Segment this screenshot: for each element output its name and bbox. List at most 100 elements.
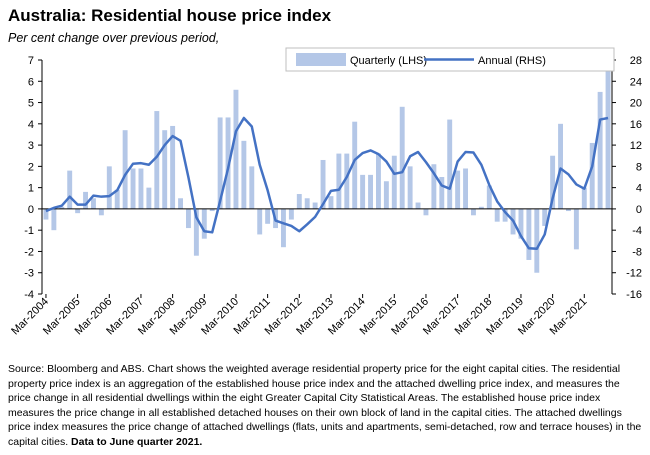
quarterly-bar — [75, 208, 81, 214]
left-tick-label: -4 — [24, 289, 34, 301]
quarterly-bar — [336, 153, 342, 209]
quarterly-bar — [566, 208, 571, 212]
quarterly-bar — [193, 208, 199, 256]
quarterly-bar — [233, 89, 239, 209]
legend-swatch-quarterly — [296, 53, 346, 66]
annual-line — [45, 116, 609, 251]
quarterly-bar — [83, 191, 88, 209]
left-tick-label: 6 — [28, 76, 34, 88]
quarterly-bar — [114, 189, 120, 209]
quarterly-bar — [98, 208, 104, 216]
right-tick-label: -16 — [626, 289, 642, 301]
quarterly-bar — [288, 208, 294, 220]
right-tick-label: 12 — [630, 140, 642, 152]
quarterly-bar — [106, 166, 112, 209]
data-note: Data to June quarter 2021. — [71, 435, 203, 448]
quarterly-bar — [201, 208, 207, 239]
quarterly-bar — [573, 208, 579, 250]
quarterly-bar — [423, 208, 429, 216]
quarterly-bar — [534, 208, 540, 273]
quarterly-bar — [597, 91, 603, 209]
quarterly-bar — [304, 198, 310, 209]
quarterly-bar — [407, 166, 413, 209]
left-tick-label: 1 — [28, 183, 34, 195]
quarterly-bar — [265, 208, 271, 224]
quarterly-bar — [431, 164, 437, 209]
quarterly-bar — [130, 168, 136, 209]
quarterly-bar — [368, 174, 373, 209]
right-tick-label: -8 — [632, 246, 642, 258]
quarterly-bar — [59, 206, 65, 209]
chart-title: Australia: Residential house price index — [8, 6, 332, 25]
quarterly-bar — [463, 168, 468, 209]
quarterly-bar — [494, 208, 500, 222]
left-tick-label: -3 — [24, 268, 34, 280]
quarterly-bar — [605, 64, 611, 209]
quarterly-bar — [209, 208, 215, 212]
quarterly-bar — [281, 208, 286, 248]
chart-subtitle: Per cent change over previous period, — [8, 31, 220, 45]
left-tick-label: -1 — [24, 225, 34, 237]
quarterly-bar — [352, 121, 358, 209]
quarterly-bar — [138, 168, 144, 209]
left-tick-label: 7 — [28, 55, 34, 67]
quarterly-bar — [471, 208, 476, 216]
quarterly-bar — [360, 174, 366, 209]
right-tick-label: 4 — [636, 183, 642, 195]
quarterly-bar — [67, 170, 73, 209]
quarterly-bar — [399, 106, 405, 209]
quarterly-bar — [439, 177, 445, 209]
right-axis-ticks: -16 -12 -8 -4 0 4 8 12 16 20 24 28 — [612, 55, 642, 301]
quarterly-bar — [146, 187, 152, 209]
right-tick-label: -4 — [632, 225, 642, 237]
right-tick-label: 28 — [630, 55, 642, 67]
quarterly-bar — [550, 155, 556, 209]
quarterly-bar — [581, 187, 587, 209]
quarterly-bar — [122, 130, 128, 209]
legend: Quarterly (LHS) Annual (RHS) — [285, 47, 615, 72]
quarterly-bar — [558, 123, 563, 209]
source-note: Source: Bloomberg and ABS. Chart shows t… — [8, 362, 642, 449]
quarterly-bar — [344, 153, 350, 209]
left-tick-label: -2 — [24, 246, 34, 258]
x-axis-ticks: Mar-2004Mar-2005Mar-2006Mar-2007Mar-2008… — [9, 294, 589, 337]
plot-frame — [41, 60, 613, 294]
quarterly-bars — [43, 64, 611, 273]
quarterly-bar — [447, 119, 453, 209]
right-tick-label: 20 — [630, 98, 642, 110]
left-tick-label: 2 — [28, 161, 34, 173]
quarterly-bar — [186, 208, 191, 229]
right-tick-label: 0 — [636, 204, 642, 216]
annual-line-path — [45, 116, 609, 251]
quarterly-bar — [241, 140, 247, 209]
quarterly-bar — [296, 194, 302, 209]
quarterly-bar — [502, 208, 508, 222]
quarterly-bar — [455, 170, 461, 209]
right-tick-label: 24 — [630, 76, 642, 88]
quarterly-bar — [478, 206, 484, 209]
quarterly-bar — [383, 181, 389, 209]
quarterly-bar — [178, 198, 183, 209]
legend-label-annual: Annual (RHS) — [478, 55, 546, 67]
right-tick-label: 8 — [636, 161, 642, 173]
left-tick-label: 5 — [28, 98, 34, 110]
quarterly-bar — [91, 198, 96, 209]
quarterly-bar — [391, 155, 397, 209]
quarterly-bar — [312, 202, 318, 209]
quarterly-bar — [217, 117, 223, 209]
left-tick-label: 3 — [28, 140, 34, 152]
quarterly-bar — [170, 125, 176, 209]
quarterly-bar — [320, 159, 326, 209]
quarterly-bar — [415, 202, 421, 209]
quarterly-bar — [51, 208, 57, 231]
quarterly-bar — [162, 130, 168, 209]
quarterly-bar — [526, 208, 532, 260]
quarterly-bar — [43, 208, 49, 220]
quarterly-bar — [376, 153, 381, 209]
quarterly-bar — [257, 208, 263, 235]
left-tick-label: 0 — [28, 204, 34, 216]
legend-label-quarterly: Quarterly (LHS) — [350, 55, 427, 67]
source-text: Source: Bloomberg and ABS. Chart shows t… — [8, 363, 642, 448]
left-axis-ticks: -4 -3 -2 -1 0 1 2 3 4 5 6 7 — [24, 55, 42, 301]
